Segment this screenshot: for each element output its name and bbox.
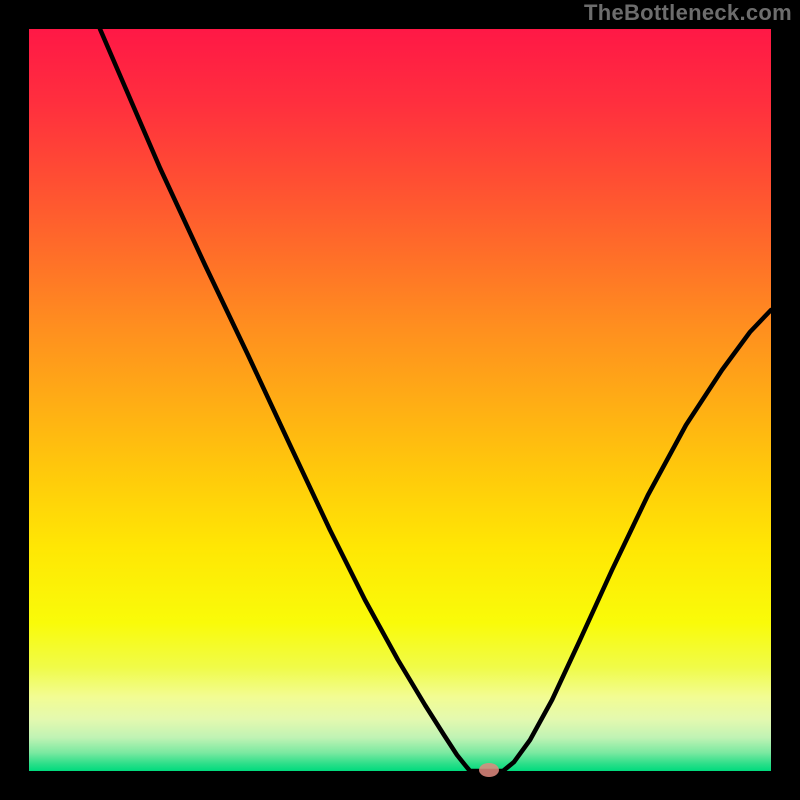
optimal-marker <box>479 763 499 777</box>
chart-canvas: { "watermark": { "text": "TheBottleneck.… <box>0 0 800 800</box>
watermark-text: TheBottleneck.com <box>584 0 792 26</box>
bottleneck-chart <box>0 0 800 800</box>
